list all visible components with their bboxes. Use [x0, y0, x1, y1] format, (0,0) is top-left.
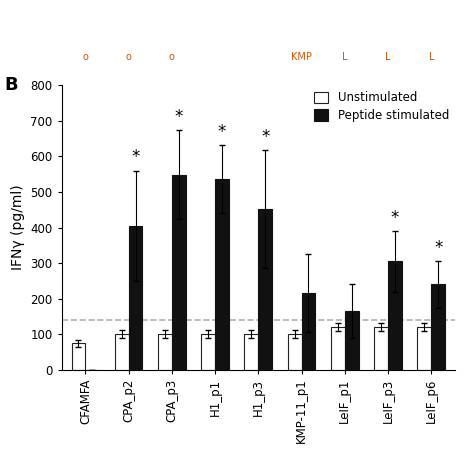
Bar [418, 327, 431, 370]
Bar [388, 261, 402, 370]
Text: L: L [428, 52, 434, 62]
Y-axis label: IFNγ (pg/ml): IFNγ (pg/ml) [11, 185, 25, 270]
Bar [288, 334, 301, 370]
Bar [128, 226, 143, 370]
Bar [72, 343, 85, 370]
Text: *: * [131, 148, 140, 166]
Bar [201, 334, 215, 370]
Bar [301, 293, 315, 370]
Bar [245, 334, 258, 370]
Bar [331, 327, 345, 370]
Bar [345, 311, 359, 370]
Text: *: * [261, 128, 269, 146]
Text: *: * [174, 108, 183, 126]
Bar [172, 175, 186, 370]
Text: o: o [82, 52, 88, 62]
Bar [215, 179, 229, 370]
Text: *: * [218, 123, 226, 141]
Text: o: o [126, 52, 132, 62]
Bar [431, 284, 445, 370]
Text: *: * [391, 209, 399, 227]
Text: L: L [342, 52, 347, 62]
Bar [258, 209, 272, 370]
Text: *: * [434, 239, 442, 257]
Bar [115, 334, 128, 370]
Legend: Unstimulated, Peptide stimulated: Unstimulated, Peptide stimulated [314, 91, 449, 122]
Bar [374, 327, 388, 370]
Text: o: o [169, 52, 175, 62]
Text: B: B [5, 76, 18, 94]
Text: L: L [385, 52, 391, 62]
Bar [158, 334, 172, 370]
Text: KMP: KMP [291, 52, 312, 62]
